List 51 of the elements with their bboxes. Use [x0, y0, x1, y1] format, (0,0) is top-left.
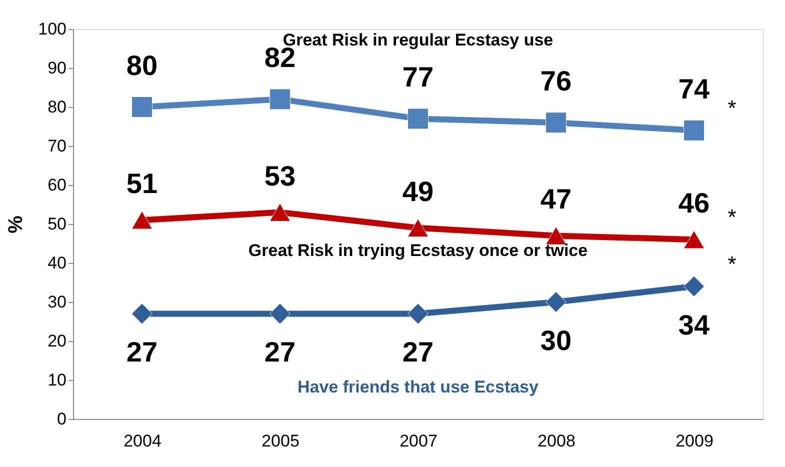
data-label: 76	[540, 66, 572, 97]
data-label: 77	[402, 62, 434, 93]
data-label: 27	[126, 336, 158, 368]
y-tick-label: 100	[38, 20, 66, 38]
annotation: *	[728, 95, 737, 120]
x-tick-label: 2008	[538, 432, 576, 450]
annotation: *	[728, 251, 737, 276]
y-tick-label: 40	[48, 254, 66, 272]
data-label: 47	[540, 184, 572, 215]
y-tick-label: 90	[48, 58, 66, 78]
y-tick-label: 0	[57, 410, 66, 428]
data-label: 27	[402, 336, 434, 368]
point	[408, 108, 428, 130]
point	[546, 292, 566, 312]
text: Have friends that use Ecstasy	[298, 378, 540, 397]
point	[132, 96, 152, 118]
data-label: 46	[678, 188, 710, 219]
data-label: 34	[678, 309, 710, 340]
point	[408, 218, 428, 238]
x-tick-label: 2004	[124, 432, 162, 450]
point	[684, 230, 704, 249]
point	[546, 112, 566, 134]
y-tick-label: 20	[48, 332, 66, 350]
point	[270, 203, 290, 222]
point	[684, 120, 704, 141]
series-label: Great Risk in trying Ecstasy once or twice	[248, 240, 588, 260]
data-label: 74	[678, 73, 710, 104]
annotation: *	[728, 204, 737, 230]
point	[684, 276, 704, 297]
y-tick-label: 70	[48, 136, 66, 156]
point	[270, 303, 290, 324]
x-tick-label: 2007	[400, 432, 438, 450]
point	[132, 303, 152, 324]
y-tick-label: 80	[48, 98, 66, 116]
data-label: 49	[402, 176, 434, 207]
y-axis-title: %	[5, 215, 28, 234]
data-label: 80	[126, 50, 158, 81]
data-label: 51	[126, 168, 158, 200]
point	[270, 88, 290, 110]
y-tick-label: 10	[48, 370, 66, 390]
point	[546, 226, 566, 245]
data-label: 30	[540, 325, 572, 356]
data-label: 53	[264, 160, 296, 192]
x-tick-label: 2009	[676, 432, 714, 450]
y-tick-label: 60	[48, 176, 66, 194]
data-label: 27	[264, 336, 296, 368]
point	[408, 303, 428, 324]
x-tick-label: 2005	[262, 432, 300, 450]
point	[132, 210, 152, 230]
y-tick-label: 50	[48, 214, 66, 234]
y-tick-label: 30	[48, 292, 66, 312]
